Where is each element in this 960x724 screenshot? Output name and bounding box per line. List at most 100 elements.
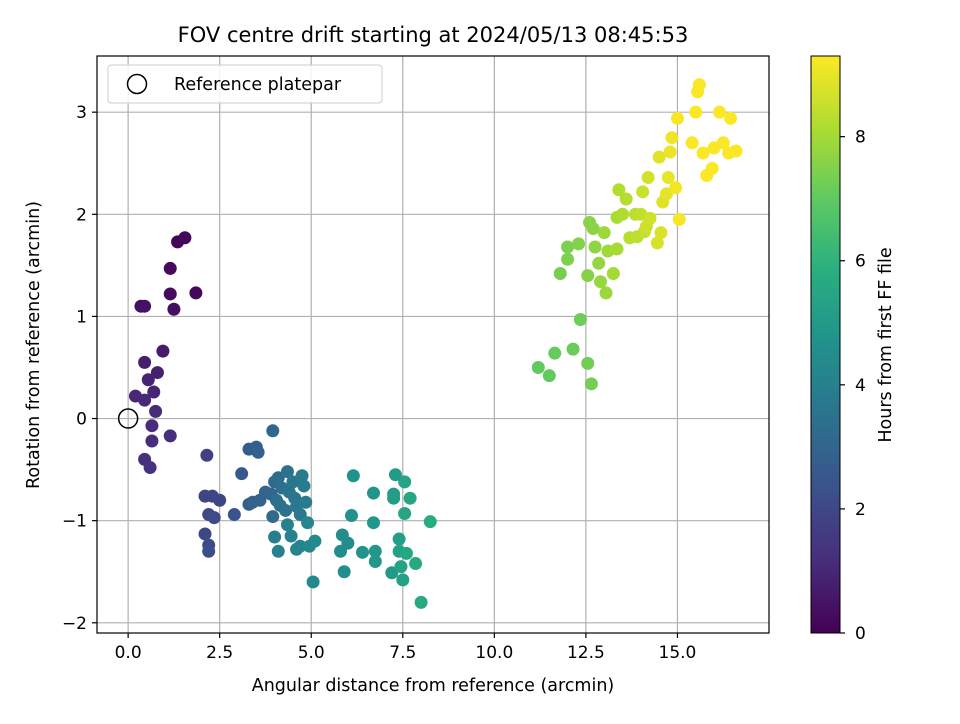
data-point [279, 503, 293, 517]
data-point [403, 491, 417, 505]
colorbar-tick-label: 6 [855, 252, 866, 272]
data-point [334, 544, 348, 558]
data-point [689, 105, 703, 119]
plot-frame [96, 55, 770, 634]
data-point [584, 377, 598, 391]
data-point [138, 393, 152, 407]
data-point [672, 212, 686, 226]
data-point [616, 207, 630, 221]
data-point [202, 544, 216, 558]
y-tick-label: −1 [62, 512, 87, 532]
x-tick-label: 5.0 [298, 643, 325, 663]
data-point [299, 495, 313, 509]
data-point [147, 385, 161, 399]
data-point [597, 226, 611, 240]
grid-lines [97, 56, 769, 633]
data-point [394, 560, 408, 574]
x-axis-label: Angular distance from reference (arcmin) [252, 676, 615, 696]
data-point [659, 187, 673, 201]
data-point [581, 269, 595, 283]
data-point [345, 509, 359, 523]
data-point [385, 566, 399, 580]
data-point [663, 145, 677, 159]
data-point [652, 150, 666, 164]
data-point [200, 448, 214, 462]
y-tick-label: 0 [76, 410, 87, 430]
colorbar-tick-label: 8 [855, 128, 866, 148]
data-point [366, 516, 380, 530]
data-point [163, 429, 177, 443]
colorbar-tick-label: 0 [855, 624, 866, 644]
data-point [227, 508, 241, 522]
data-point [724, 111, 738, 125]
data-point [163, 287, 177, 301]
data-point [141, 373, 155, 387]
data-point [235, 467, 249, 481]
data-point [286, 475, 300, 489]
data-point [306, 575, 320, 589]
data-point [366, 486, 380, 500]
data-point [207, 511, 221, 525]
data-point [670, 111, 684, 125]
data-point [297, 479, 311, 493]
data-point [163, 261, 177, 275]
data-points [128, 78, 743, 609]
data-point [531, 360, 545, 374]
x-tick-label: 2.5 [206, 643, 233, 663]
data-point [167, 302, 181, 316]
data-point [636, 185, 650, 199]
x-tick-label: 15.0 [659, 643, 697, 663]
data-point [266, 510, 280, 524]
data-point [423, 515, 437, 529]
data-point [271, 471, 285, 485]
y-tick-label: 2 [76, 205, 87, 225]
data-point [665, 131, 679, 145]
data-point [409, 557, 423, 571]
data-point [572, 237, 586, 251]
chart-title: FOV centre drift starting at 2024/05/13 … [178, 23, 689, 47]
data-point [149, 404, 163, 418]
data-point [553, 267, 567, 281]
data-point [586, 222, 600, 236]
x-tick-label: 12.5 [567, 643, 605, 663]
data-point [178, 231, 192, 245]
colorbar-tick-label: 2 [855, 500, 866, 520]
data-point [143, 461, 157, 475]
data-point [654, 226, 668, 240]
data-point [581, 356, 595, 370]
y-axis-ticks: −2 −1 0 1 2 3 [62, 103, 97, 634]
y-tick-label: 1 [76, 307, 87, 327]
y-axis-label: Rotation from reference (arcmin) [24, 201, 44, 489]
data-point [398, 507, 412, 521]
data-point [346, 469, 360, 483]
data-point [619, 192, 633, 206]
data-point [388, 468, 402, 482]
colorbar-tick-label: 4 [855, 376, 866, 396]
data-point [729, 144, 743, 158]
data-point [566, 342, 580, 356]
data-point [610, 242, 624, 256]
data-point [295, 469, 309, 483]
data-point [293, 539, 307, 553]
data-point [396, 573, 410, 587]
data-point [156, 344, 170, 358]
data-point [606, 267, 620, 281]
data-point [368, 555, 382, 569]
reference-marker [117, 408, 139, 429]
legend-entry-reference: Reference platepar [174, 75, 342, 95]
data-point [573, 312, 587, 326]
data-point [399, 546, 413, 560]
data-point [387, 491, 401, 505]
data-point [251, 445, 265, 459]
data-point [588, 240, 602, 254]
data-point [561, 252, 575, 266]
data-point [594, 275, 608, 289]
data-point [650, 236, 664, 250]
y-tick-label: 3 [76, 103, 87, 123]
data-point [705, 161, 719, 175]
data-point [308, 534, 322, 548]
data-point [266, 424, 280, 438]
data-point [542, 369, 556, 383]
